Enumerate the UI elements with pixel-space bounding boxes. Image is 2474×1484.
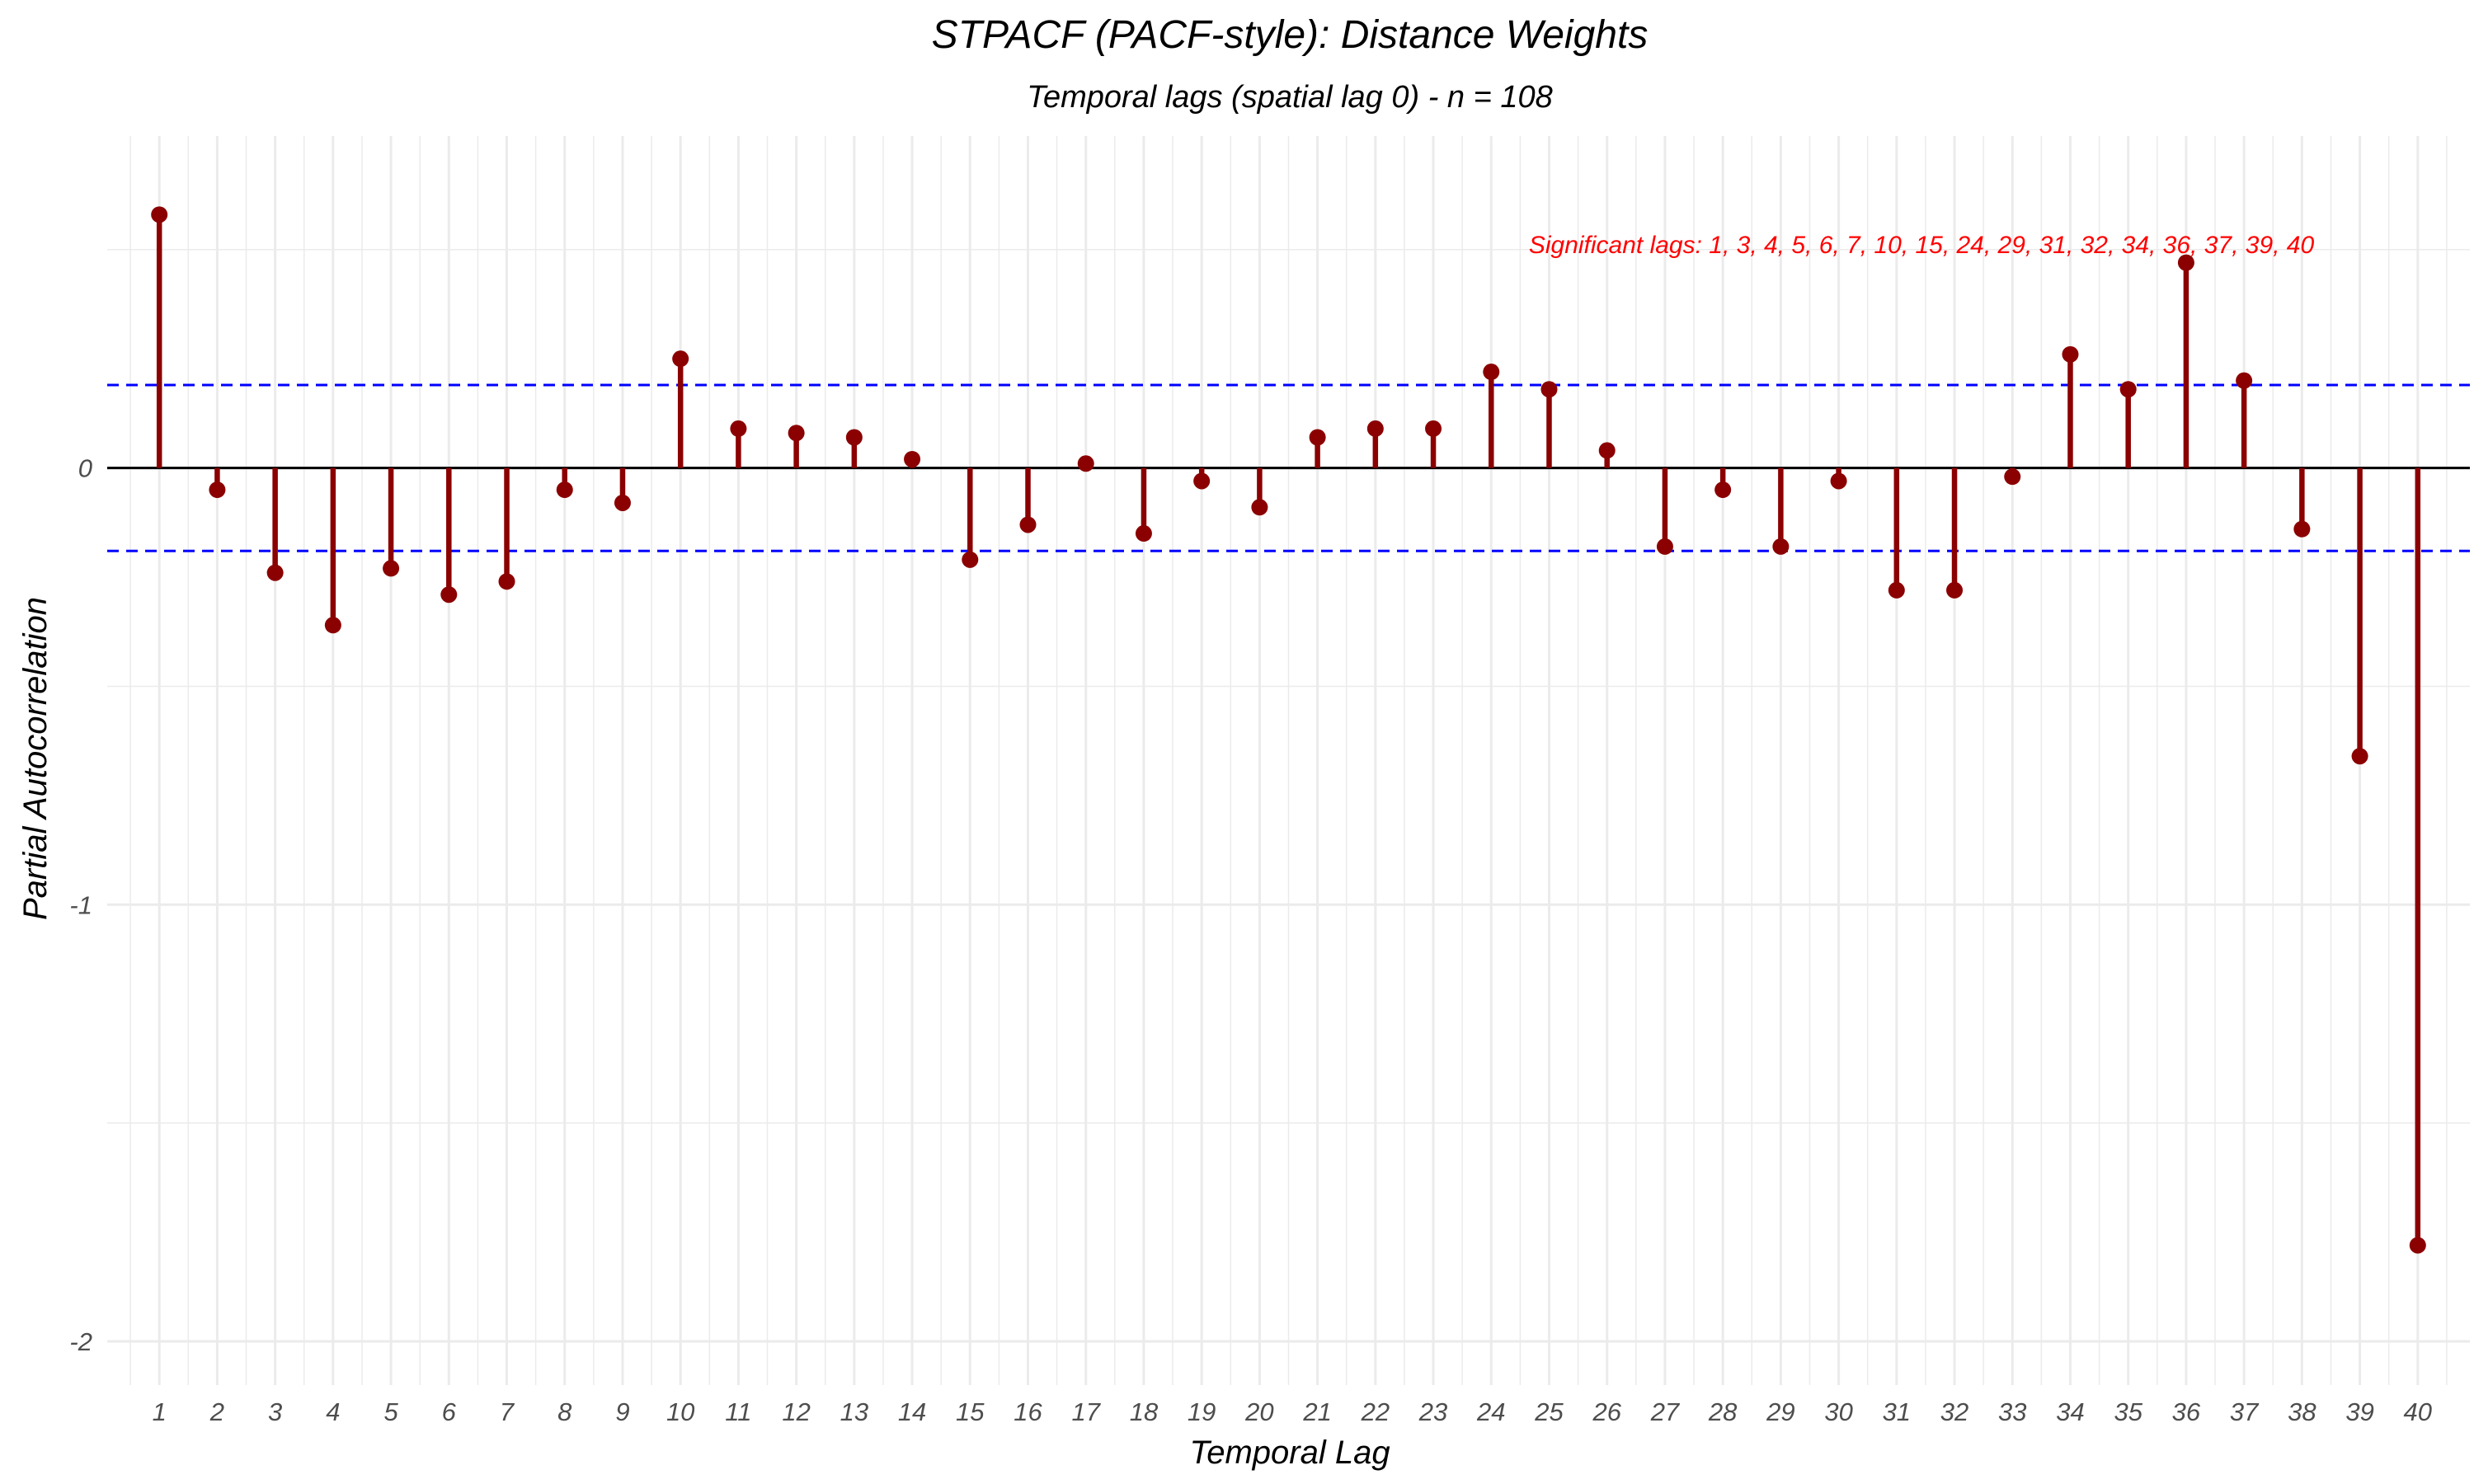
stem-point (1251, 499, 1268, 516)
stem-point (209, 481, 226, 499)
stem-point (672, 350, 689, 368)
x-tick-label: 20 (1244, 1397, 1273, 1426)
x-axis-title: Temporal Lag (1189, 1435, 1390, 1471)
x-tick-label: 8 (557, 1397, 572, 1426)
stem-point (1019, 516, 1037, 533)
x-tick-label: 39 (2345, 1397, 2373, 1426)
stem-point (1135, 525, 1152, 542)
y-tick-label: -2 (69, 1327, 92, 1356)
stem-point (1656, 538, 1673, 555)
x-tick-label: 24 (1476, 1397, 1505, 1426)
x-tick-label: 9 (615, 1397, 629, 1426)
stem-point (2293, 520, 2311, 538)
stem-point (845, 429, 863, 446)
x-tick-label: 37 (2230, 1397, 2260, 1426)
stem-point (556, 481, 573, 499)
stem-point (2177, 254, 2194, 271)
x-tick-label: 22 (1361, 1397, 1390, 1426)
stem-point (383, 560, 400, 577)
x-tick-label: 21 (1302, 1397, 1331, 1426)
tick-labels: 1 2 3 4 5 6 7 8 9 10 11 12 13 14 15 16 17 18 19 20 21 22 23 24 2… (69, 454, 2432, 1426)
x-tick-label: 26 (1592, 1397, 1621, 1426)
stems (151, 206, 2426, 1254)
x-tick-label: 3 (268, 1397, 282, 1426)
x-tick-label: 6 (442, 1397, 457, 1426)
x-tick-label: 13 (840, 1397, 868, 1426)
stem-point (1830, 472, 1847, 490)
stem-point (2351, 748, 2368, 765)
stem-point (1193, 472, 1211, 490)
x-tick-label: 1 (153, 1397, 167, 1426)
stem-point (266, 564, 284, 581)
x-tick-label: 38 (2288, 1397, 2316, 1426)
x-tick-label: 29 (1766, 1397, 1794, 1426)
stem-point (904, 450, 921, 467)
stem-point (1483, 364, 1500, 381)
stem-point (151, 206, 168, 223)
x-tick-label: 19 (1188, 1397, 1216, 1426)
stem-point (2409, 1237, 2426, 1254)
stem-point (788, 425, 805, 442)
x-tick-label: 28 (1708, 1397, 1738, 1426)
stem-point (2004, 468, 2021, 486)
x-tick-label: 11 (725, 1397, 751, 1426)
x-tick-label: 2 (209, 1397, 224, 1426)
stem-point (1946, 581, 1964, 599)
x-tick-label: 30 (1824, 1397, 1852, 1426)
stem-point (2236, 372, 2253, 389)
x-tick-label: 10 (666, 1397, 694, 1426)
y-axis-title: Partial Autocorrelation (17, 597, 54, 920)
stem-point (1714, 481, 1732, 499)
chart-subtitle: Temporal lags (spatial lag 0) - n = 108 (1027, 80, 1553, 115)
chart-title: STPACF (PACF-style): Distance Weights (932, 13, 1649, 57)
y-tick-label: -1 (69, 890, 92, 919)
x-tick-label: 16 (1014, 1397, 1042, 1426)
stem-point (1309, 429, 1326, 446)
x-tick-label: 12 (782, 1397, 810, 1426)
x-tick-label: 33 (1998, 1397, 2026, 1426)
x-tick-label: 34 (2056, 1397, 2084, 1426)
grid (107, 136, 2470, 1385)
x-tick-label: 17 (1071, 1397, 1101, 1426)
stem-point (730, 420, 747, 437)
stem-point (2119, 381, 2137, 398)
stem-point (2062, 345, 2079, 363)
stem-point (1366, 420, 1384, 437)
x-tick-label: 25 (1534, 1397, 1564, 1426)
stem-point (324, 617, 341, 634)
x-tick-label: 32 (1940, 1397, 1968, 1426)
stem-point (1888, 581, 1905, 599)
x-tick-label: 35 (2114, 1397, 2142, 1426)
x-tick-label: 31 (1883, 1397, 1911, 1426)
stem-point (1540, 381, 1558, 398)
x-tick-label: 27 (1650, 1397, 1681, 1426)
stem-point (614, 494, 631, 511)
stem-point (962, 551, 979, 568)
x-tick-label: 40 (2404, 1397, 2432, 1426)
x-tick-label: 23 (1418, 1397, 1447, 1426)
stem-point (1077, 455, 1094, 472)
x-tick-label: 14 (898, 1397, 926, 1426)
reference-lines (107, 383, 2470, 552)
x-tick-label: 7 (500, 1397, 515, 1426)
stem-point (1772, 538, 1790, 555)
stem-point (1598, 442, 1616, 459)
y-tick-label: 0 (78, 454, 92, 483)
significant-lags-annotation: Significant lags: 1, 3, 4, 5, 6, 7, 10, … (1529, 232, 2315, 259)
x-tick-label: 36 (2172, 1397, 2201, 1426)
x-tick-label: 18 (1130, 1397, 1159, 1426)
stem-point (498, 573, 515, 590)
x-tick-label: 5 (383, 1397, 398, 1426)
x-tick-label: 4 (326, 1397, 340, 1426)
stem-point (440, 586, 458, 603)
x-tick-label: 15 (956, 1397, 985, 1426)
stem-point (1425, 420, 1442, 437)
